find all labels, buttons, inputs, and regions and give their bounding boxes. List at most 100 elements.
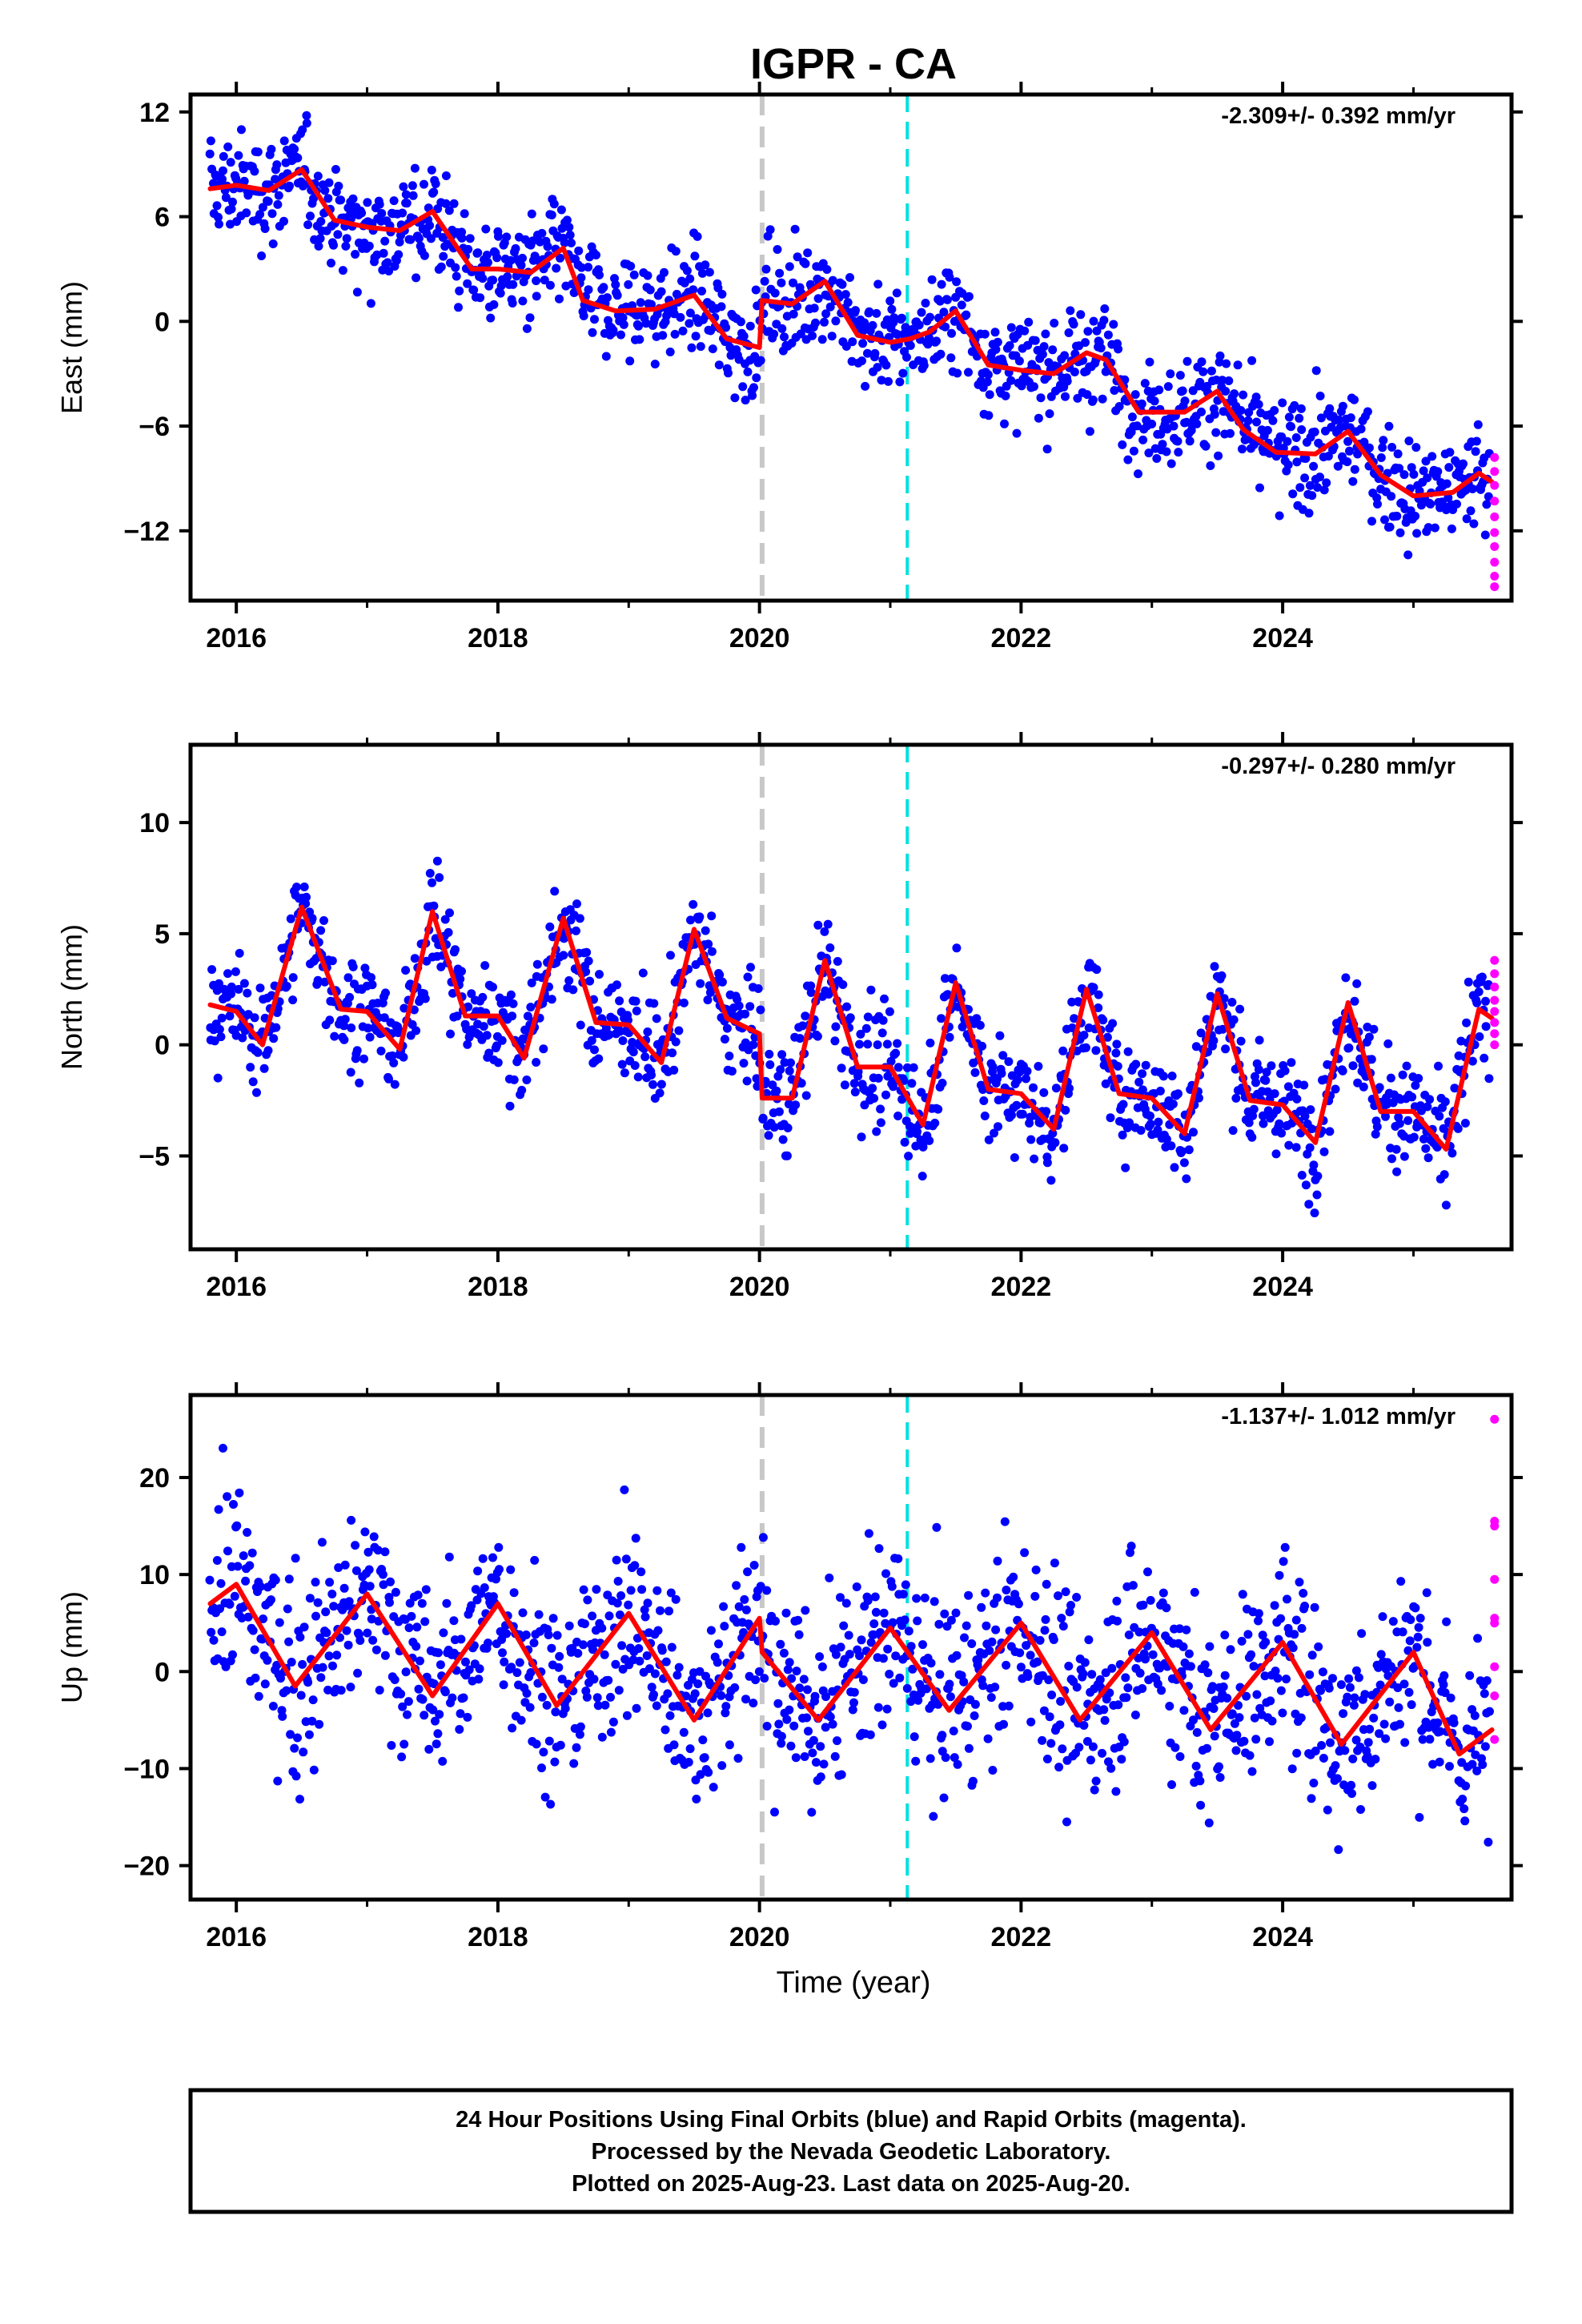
- up-final-point: [276, 1674, 285, 1683]
- east-final-point: [1169, 421, 1178, 431]
- up-final-point: [791, 1753, 801, 1763]
- up-final-point: [704, 1767, 713, 1777]
- up-final-point: [488, 1553, 497, 1562]
- north-final-point: [925, 1136, 934, 1145]
- north-final-point: [1402, 1061, 1411, 1071]
- east-final-point: [562, 215, 572, 225]
- north-final-point: [1146, 1112, 1154, 1120]
- north-final-point: [1367, 1055, 1376, 1064]
- north-final-point: [572, 926, 580, 935]
- up-final-point: [1279, 1557, 1288, 1566]
- up-final-point: [205, 1575, 215, 1585]
- north-final-point: [904, 1152, 913, 1161]
- up-final-point: [977, 1602, 986, 1612]
- up-final-point: [714, 1639, 723, 1649]
- up-final-point: [665, 1711, 675, 1720]
- north-final-point: [1131, 1059, 1141, 1069]
- north-final-point: [1460, 1119, 1470, 1128]
- up-final-point: [223, 1546, 232, 1556]
- east-final-point: [945, 272, 954, 282]
- north-final-point: [1434, 1061, 1443, 1071]
- east-final-point: [741, 396, 750, 405]
- north-final-point: [734, 1001, 744, 1011]
- north-frame: [188, 742, 1514, 1252]
- north-final-point: [532, 1058, 541, 1067]
- up-final-point: [1270, 1601, 1279, 1610]
- north-final-point: [742, 1076, 752, 1086]
- up-final-point: [1026, 1717, 1036, 1727]
- up-final-point: [912, 1594, 921, 1603]
- up-final-point: [982, 1621, 991, 1630]
- east-final-point: [1423, 523, 1433, 533]
- north-final-point: [668, 1048, 677, 1058]
- north-final-point: [217, 1013, 227, 1023]
- up-final-point: [800, 1752, 809, 1761]
- north-final-point: [764, 1131, 773, 1140]
- north-final-point: [1092, 965, 1102, 975]
- east-final-point: [611, 280, 620, 289]
- north-final-point: [1435, 1112, 1444, 1121]
- north-final-point: [255, 983, 265, 993]
- north-final-point: [1136, 1126, 1146, 1135]
- up-final-point: [502, 1629, 512, 1638]
- north-final-point: [1108, 1019, 1118, 1028]
- east-final-point: [745, 321, 755, 331]
- north-final-point: [945, 1032, 954, 1042]
- up-final-point: [637, 1585, 647, 1594]
- east-final-point: [773, 245, 782, 254]
- up-final-point: [839, 1621, 849, 1630]
- up-final-point: [1374, 1663, 1383, 1672]
- east-model-curve: [207, 167, 1495, 499]
- north-final-point: [941, 974, 950, 983]
- north-final-point: [1291, 1143, 1301, 1152]
- up-final-point: [369, 1532, 379, 1542]
- up-final-point: [417, 1598, 427, 1608]
- up-final-point: [1423, 1638, 1432, 1647]
- up-final-point: [913, 1616, 922, 1626]
- up-final-point: [1044, 1675, 1054, 1685]
- up-final-point: [1123, 1683, 1133, 1693]
- north-final-point: [1235, 1004, 1245, 1014]
- up-final-point: [375, 1686, 384, 1695]
- up-final-point: [379, 1580, 388, 1590]
- up-final-point: [1056, 1697, 1066, 1706]
- north-final-point: [1251, 1078, 1260, 1088]
- north-final-point: [1411, 1080, 1420, 1090]
- east-final-point: [1292, 457, 1302, 467]
- north-final-point: [429, 901, 439, 911]
- north-final-point: [445, 908, 454, 918]
- east-final-point: [1175, 371, 1185, 380]
- up-final-point: [325, 1578, 335, 1587]
- north-final-point: [582, 947, 592, 957]
- north-final-point: [1042, 1158, 1052, 1168]
- up-final-point: [1314, 1642, 1323, 1651]
- east-final-point: [218, 175, 227, 184]
- east-final-point: [1130, 390, 1140, 400]
- north-final-point: [246, 1063, 255, 1072]
- east-final-point: [1395, 464, 1404, 473]
- north-final-point: [876, 1118, 885, 1128]
- east-final-point: [626, 261, 636, 271]
- north-final-point: [791, 1100, 801, 1110]
- north-rapid-point: [1490, 983, 1500, 992]
- up-final-point: [353, 1668, 363, 1678]
- up-final-point: [530, 1555, 540, 1565]
- up-final-point: [698, 1735, 708, 1745]
- up-final-point: [221, 1662, 231, 1671]
- east-final-point: [274, 191, 283, 200]
- north-final-point: [878, 1015, 888, 1025]
- up-final-point: [666, 1588, 676, 1598]
- east-final-point: [228, 197, 237, 207]
- north-final-point: [432, 856, 442, 866]
- east-rapid-point: [1490, 512, 1500, 521]
- up-final-point: [508, 1723, 517, 1733]
- north-final-point: [526, 1003, 536, 1012]
- east-final-point: [690, 251, 700, 261]
- north-final-point: [1352, 979, 1362, 988]
- up-final-point: [904, 1626, 913, 1636]
- east-rapid-point: [1490, 541, 1500, 551]
- up-final-point: [1254, 1609, 1263, 1618]
- up-final-point: [1393, 1683, 1403, 1692]
- up-final-point: [849, 1698, 858, 1707]
- up-final-point: [990, 1683, 1000, 1692]
